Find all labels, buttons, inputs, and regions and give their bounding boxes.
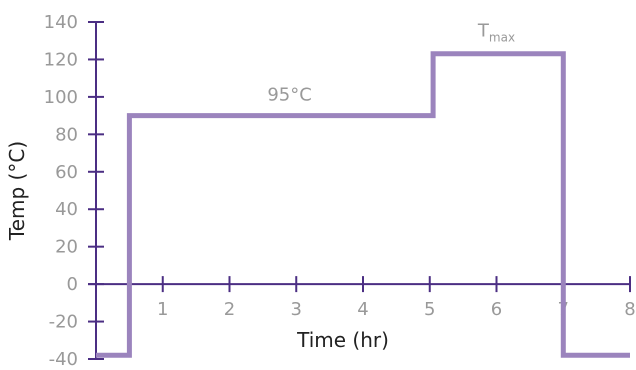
x-tick-label: 6 [491, 299, 502, 320]
y-tick-label: 140 [44, 12, 78, 33]
x-tick-label: 5 [424, 299, 435, 320]
annotations: 95°C Tmax [267, 21, 515, 106]
y-tick-label: 40 [55, 199, 78, 220]
axes [88, 22, 630, 359]
y-axis-title: Temp (°C) [5, 141, 29, 241]
y-tick-label: -40 [49, 349, 78, 370]
x-tick-label: 2 [224, 299, 235, 320]
y-tick-label: 80 [55, 124, 78, 145]
series-layer [96, 51, 630, 358]
x-tick-label: 8 [624, 299, 635, 320]
y-axis-ticks: 140 120 100 80 60 40 20 0 -20 -40 [44, 12, 104, 370]
annotation-max-temp-main: T [477, 21, 490, 42]
y-tick-label: 120 [44, 49, 78, 70]
x-tick-label: 4 [357, 299, 368, 320]
y-tick-label: 0 [67, 274, 78, 295]
y-tick-label: 60 [55, 162, 78, 183]
x-axis-title: Time (hr) [296, 328, 389, 352]
y-tick-label: 100 [44, 87, 78, 108]
y-tick-label: -20 [49, 312, 78, 333]
x-tick-label: 3 [291, 299, 302, 320]
annotation-max-temp-sub: max [489, 31, 515, 45]
x-tick-label: 1 [157, 299, 168, 320]
series-line [96, 51, 630, 358]
annotation-max-temp: Tmax [477, 21, 515, 45]
y-tick-label: 20 [55, 237, 78, 258]
annotation-hold-temp: 95°C [267, 85, 311, 106]
